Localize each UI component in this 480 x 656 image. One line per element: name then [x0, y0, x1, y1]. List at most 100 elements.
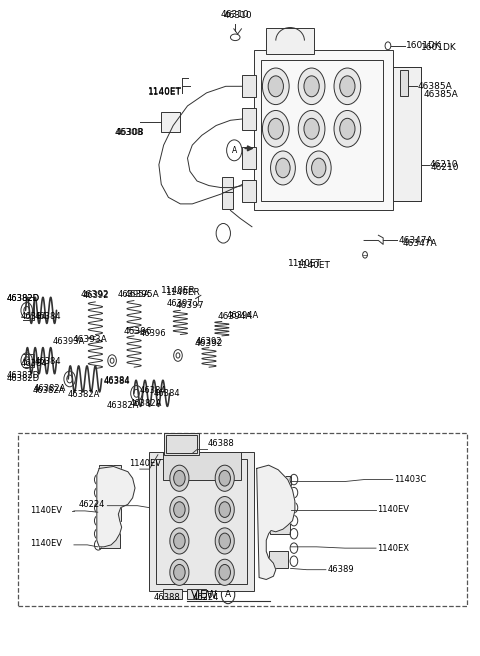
Text: 46393A: 46393A [72, 335, 107, 344]
Bar [393, 67, 421, 201]
Circle shape [219, 533, 230, 549]
Text: 1140ER: 1140ER [166, 287, 201, 297]
Text: 1140ET: 1140ET [297, 262, 331, 270]
Text: 46392: 46392 [82, 291, 108, 300]
Circle shape [340, 76, 355, 96]
Text: 46382A: 46382A [67, 390, 100, 399]
Bar [242, 147, 256, 169]
Text: 46384: 46384 [21, 359, 47, 368]
Circle shape [215, 465, 234, 491]
Bar [18, 432, 467, 605]
Bar [187, 589, 205, 599]
Bar [393, 67, 421, 201]
Circle shape [219, 564, 230, 580]
Bar [222, 192, 233, 209]
Circle shape [263, 68, 289, 104]
Text: 1140ER: 1140ER [161, 285, 196, 295]
Text: 46396: 46396 [140, 329, 167, 338]
Text: 11403C: 11403C [394, 475, 426, 484]
Text: 1140ET: 1140ET [288, 260, 322, 268]
Text: 46385A: 46385A [424, 90, 458, 98]
Circle shape [215, 560, 234, 585]
Text: 46384: 46384 [21, 312, 47, 321]
Circle shape [268, 118, 283, 139]
Circle shape [298, 110, 325, 147]
Circle shape [304, 76, 319, 96]
Text: 46397: 46397 [167, 299, 193, 308]
Text: 1140ET: 1140ET [148, 87, 182, 96]
Text: 46395A: 46395A [118, 289, 150, 298]
Bar [262, 60, 383, 201]
Circle shape [340, 118, 355, 139]
Circle shape [174, 533, 185, 549]
Bar [166, 435, 197, 453]
Circle shape [170, 528, 189, 554]
Text: 46382A: 46382A [107, 401, 139, 409]
Text: 1140EV: 1140EV [377, 505, 409, 514]
Bar [242, 108, 256, 130]
Text: 46388: 46388 [154, 593, 181, 602]
Text: 46397: 46397 [176, 300, 204, 310]
Text: 46382A: 46382A [34, 384, 66, 393]
Bar [271, 476, 291, 493]
Text: 46394A: 46394A [218, 312, 252, 321]
Text: A: A [225, 590, 231, 599]
Text: 46382D: 46382D [6, 294, 39, 303]
Bar [242, 180, 256, 202]
Bar [270, 511, 290, 534]
Text: 1140ET: 1140ET [148, 89, 182, 97]
Bar [163, 589, 182, 599]
Text: 46396: 46396 [123, 327, 152, 336]
Bar [156, 459, 247, 584]
Text: 46210: 46210 [430, 160, 458, 169]
Text: 1140EV: 1140EV [129, 459, 161, 468]
Text: 46384: 46384 [104, 377, 131, 386]
Circle shape [298, 68, 325, 104]
Circle shape [334, 110, 361, 147]
Text: 46382A: 46382A [130, 399, 162, 407]
Text: 46224: 46224 [79, 500, 106, 509]
Circle shape [312, 158, 326, 178]
Text: 1601DK: 1601DK [406, 41, 441, 51]
Text: 46382D: 46382D [6, 294, 39, 303]
Text: 1601DK: 1601DK [421, 43, 457, 52]
Text: 46392: 46392 [80, 289, 108, 298]
Bar [149, 452, 254, 590]
Text: 1140EV: 1140EV [30, 539, 62, 548]
Circle shape [219, 502, 230, 518]
Circle shape [304, 118, 319, 139]
Text: 46385A: 46385A [418, 82, 453, 91]
Text: 46347A: 46347A [399, 236, 433, 245]
Text: 46382D: 46382D [6, 371, 39, 380]
Text: 46310: 46310 [221, 10, 250, 19]
Text: 46389: 46389 [327, 565, 354, 574]
Text: 46347A: 46347A [402, 239, 437, 247]
Polygon shape [97, 466, 135, 547]
Bar [163, 452, 241, 480]
Text: 46395A: 46395A [125, 289, 159, 298]
Polygon shape [257, 465, 295, 579]
Bar [101, 496, 120, 521]
Bar [400, 70, 408, 96]
Circle shape [170, 497, 189, 523]
Circle shape [219, 470, 230, 486]
Circle shape [170, 560, 189, 585]
Text: 46308: 46308 [116, 127, 144, 136]
Text: 46384: 46384 [153, 389, 180, 398]
Text: VIEW: VIEW [191, 590, 217, 600]
Text: 46308: 46308 [115, 127, 144, 136]
Text: 46382A: 46382A [33, 386, 65, 395]
Text: 46224: 46224 [192, 593, 219, 602]
Text: 46210: 46210 [431, 163, 459, 173]
Text: 46394A: 46394A [227, 311, 259, 320]
Circle shape [334, 68, 361, 104]
Circle shape [271, 151, 295, 185]
Bar [99, 532, 120, 548]
Circle shape [268, 76, 283, 96]
Circle shape [174, 564, 185, 580]
Bar [266, 28, 314, 54]
Circle shape [174, 502, 185, 518]
Text: 46384: 46384 [35, 358, 61, 367]
Text: 1140EV: 1140EV [30, 506, 62, 516]
Bar [254, 51, 393, 211]
